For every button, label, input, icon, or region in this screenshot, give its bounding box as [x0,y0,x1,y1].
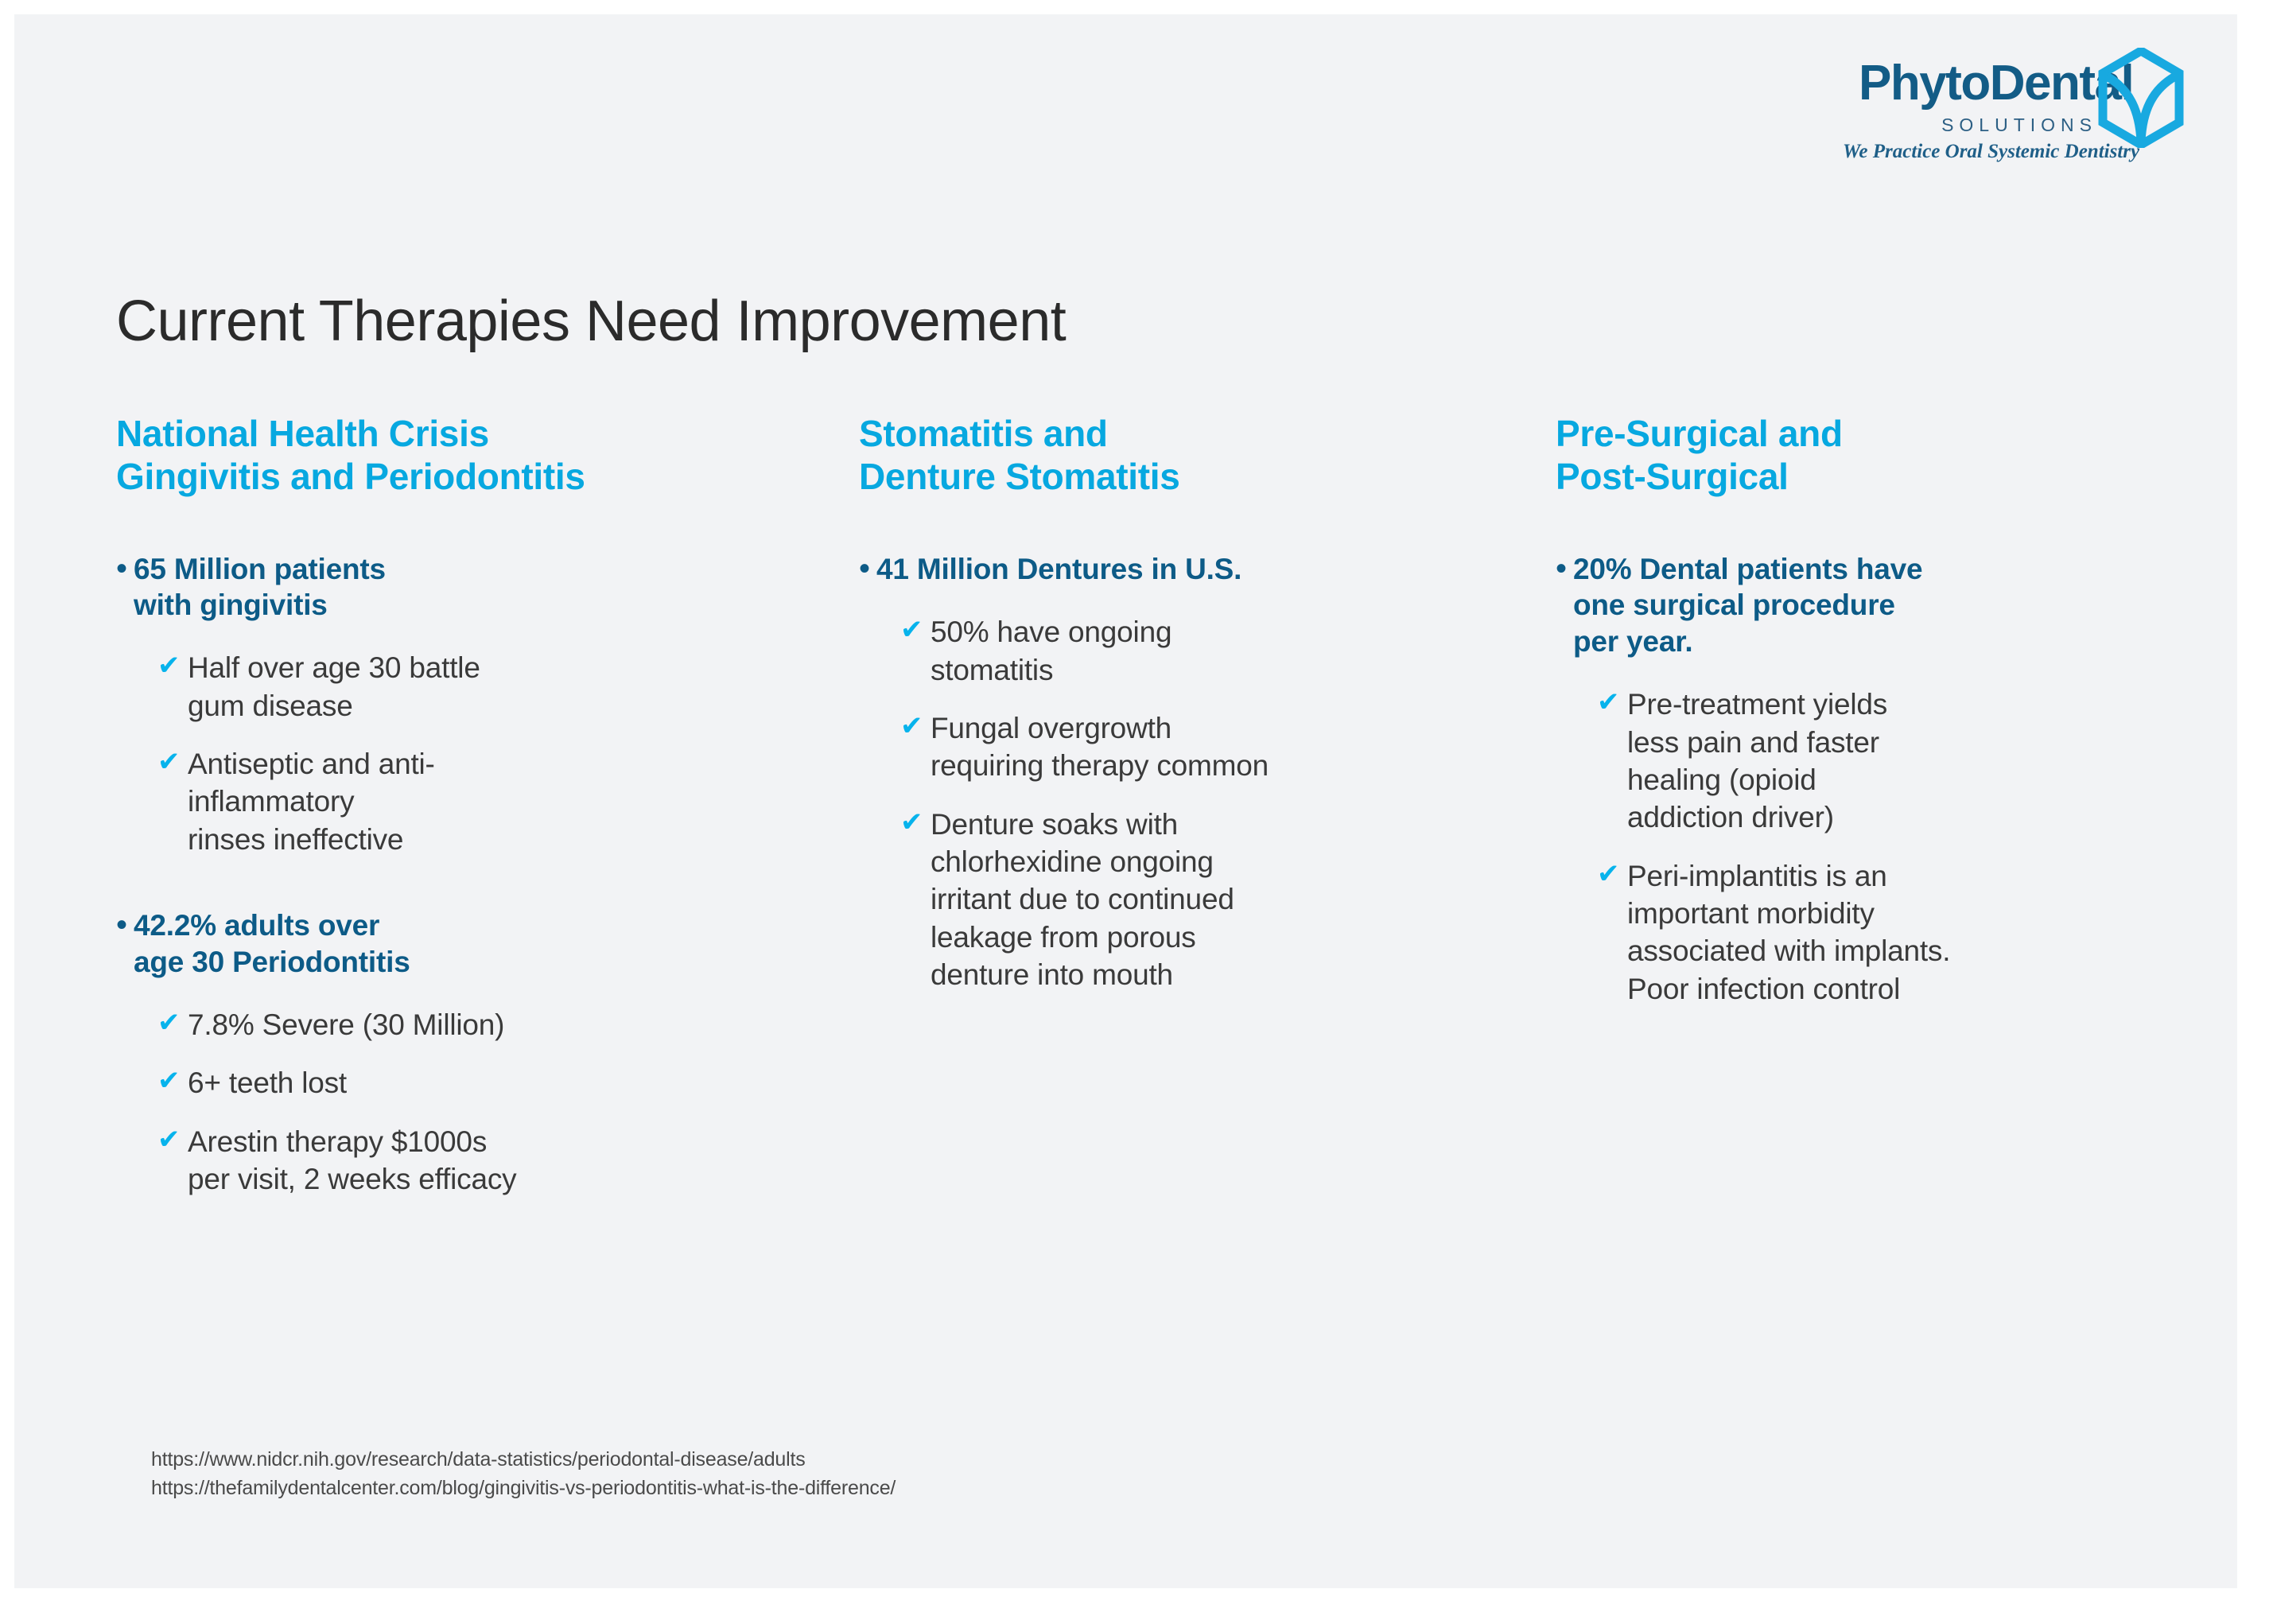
bullet-item: • 20% Dental patients have one surgical … [1556,551,2184,661]
source-url: https://www.nidcr.nih.gov/research/data-… [151,1448,806,1471]
checkmark-icon: ✔ [900,615,923,646]
bullet-dot-icon: • [116,907,128,943]
bullet-group: • 42.2% adults over age 30 Periodontitis… [116,907,792,1198]
bullet-item: • 41 Million Dentures in U.S. [859,551,1487,589]
brand-logo: PhytoDental SOLUTIONS We Practice Oral S… [1843,48,2185,167]
list-item: ✔ Fungal overgrowth requiring therapy co… [900,709,1487,785]
bullet-dot-icon: • [859,550,871,586]
list-item: ✔ 7.8% Severe (30 Million) [157,1006,792,1043]
checkmark-icon: ✔ [157,651,181,682]
bullet-text: 20% Dental patients have one surgical pr… [1573,552,1923,659]
list-item-text: Antiseptic and anti- inflammatory rinses… [188,748,435,856]
bullet-text: 41 Million Dentures in U.S. [876,552,1242,585]
list-item-text: Denture soaks with chlorhexidine ongoing… [931,807,1234,992]
list-item: ✔ Half over age 30 battle gum disease [157,649,792,725]
list-item: ✔ Peri-implantitis is an important morbi… [1597,857,2184,1008]
checkmark-icon: ✔ [157,1007,181,1038]
bullet-text: 42.2% adults over age 30 Periodontitis [134,909,410,978]
content-column-3: Pre-Surgical and Post-Surgical • 20% Den… [1556,412,2184,1008]
list-item-text: Half over age 30 battle gum disease [188,651,480,722]
column-header: Pre-Surgical and Post-Surgical [1556,413,1843,498]
list-item-text: Fungal overgrowth requiring therapy comm… [931,712,1269,783]
logo-subword: SOLUTIONS [1941,115,2097,135]
bullet-dot-icon: • [116,550,128,586]
list-item: ✔ 50% have ongoing stomatitis [900,613,1487,689]
sub-list: ✔ Half over age 30 battle gum disease ✔ … [157,649,792,858]
list-item-text: Arestin therapy $1000s per visit, 2 week… [188,1125,517,1195]
slide-canvas: PhytoDental SOLUTIONS We Practice Oral S… [14,14,2237,1588]
column-header: National Health Crisis Gingivitis and Pe… [116,413,585,498]
sub-list: ✔ 50% have ongoing stomatitis ✔ Fungal o… [900,613,1487,993]
logo-tagline: We Practice Oral Systemic Dentistry [1843,141,2140,162]
list-item-text: Peri-implantitis is an important morbidi… [1627,859,1951,1005]
logo-wordmark: PhytoDental [1859,56,2135,111]
source-url: https://thefamilydentalcenter.com/blog/g… [151,1476,896,1499]
checkmark-icon: ✔ [900,806,923,837]
bullet-group: • 65 Million patients with gingivitis ✔ … [116,551,792,859]
column-header: Stomatitis and Denture Stomatitis [859,413,1180,498]
page-title: Current Therapies Need Improvement [116,289,1067,354]
hexagon-leaf-logo-icon [2098,48,2184,148]
bullet-group: • 41 Million Dentures in U.S. ✔ 50% have… [859,551,1487,994]
sub-list: ✔ 7.8% Severe (30 Million) ✔ 6+ teeth lo… [157,1006,792,1198]
bullet-group: • 20% Dental patients have one surgical … [1556,551,2184,1008]
list-item-text: 50% have ongoing stomatitis [931,616,1172,686]
list-item-text: 6+ teeth lost [188,1066,348,1100]
list-item: ✔ Arestin therapy $1000s per visit, 2 we… [157,1123,792,1199]
checkmark-icon: ✔ [157,747,181,777]
bullet-text: 65 Million patients with gingivitis [134,552,386,622]
content-column-2: Stomatitis and Denture Stomatitis • 41 M… [859,412,1487,994]
checkmark-icon: ✔ [900,711,923,742]
list-item: ✔ 6+ teeth lost [157,1064,792,1101]
checkmark-icon: ✔ [157,1124,181,1155]
list-item: ✔ Denture soaks with chlorhexidine ongoi… [900,806,1487,994]
bullet-item: • 65 Million patients with gingivitis [116,551,792,624]
bullet-item: • 42.2% adults over age 30 Periodontitis [116,907,792,981]
list-item-text: Pre-treatment yields less pain and faste… [1627,688,1888,834]
checkmark-icon: ✔ [1597,858,1620,889]
bullet-dot-icon: • [1556,550,1568,586]
sub-list: ✔ Pre-treatment yields less pain and fas… [1597,686,2184,1008]
source-citations: https://www.nidcr.nih.gov/research/data-… [151,1446,896,1502]
checkmark-icon: ✔ [1597,687,1620,718]
content-column-1: National Health Crisis Gingivitis and Pe… [116,412,792,1198]
checkmark-icon: ✔ [157,1066,181,1097]
list-item: ✔ Antiseptic and anti- inflammatory rins… [157,745,792,858]
list-item-text: 7.8% Severe (30 Million) [188,1008,505,1041]
list-item: ✔ Pre-treatment yields less pain and fas… [1597,686,2184,836]
